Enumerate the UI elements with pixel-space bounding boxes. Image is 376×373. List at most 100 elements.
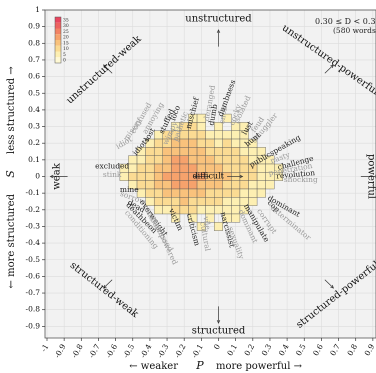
- x-tick-label: 0.6: [311, 342, 325, 357]
- heat-cell: [222, 113, 232, 123]
- heat-cell: [256, 180, 266, 190]
- word-label: vile: [201, 215, 212, 231]
- x-tick-label: -0.6: [104, 342, 119, 359]
- y-tick-label: -0.8: [26, 305, 41, 314]
- heat-cell: [205, 197, 215, 206]
- y-tick-label: 0.9: [28, 22, 40, 31]
- heat-cell: [145, 180, 155, 190]
- heat-cell: [222, 197, 232, 206]
- heat-cell: [196, 180, 206, 190]
- heat-cell: [171, 163, 181, 173]
- y-tick-label: 0: [35, 172, 40, 181]
- y-axis-label-left: ← more structured: [6, 193, 17, 288]
- colorbar-segment: [55, 57, 61, 63]
- heat-cell: [153, 188, 163, 198]
- guide-arrow-head: [330, 64, 334, 69]
- heat-cell: [231, 180, 241, 190]
- heat-cell: [188, 188, 198, 198]
- heat-cell: [239, 188, 249, 198]
- heat-cell: [205, 130, 215, 140]
- guide-arrow-shaft: [324, 279, 334, 289]
- heat-cell: [274, 172, 284, 181]
- heat-cell: [162, 180, 172, 190]
- heat-cell: [179, 155, 189, 165]
- y-tick-label: -0.9: [26, 321, 41, 330]
- heat-cell: [256, 188, 266, 198]
- heat-cell: [162, 147, 172, 156]
- guide-arrow-head: [239, 174, 244, 179]
- guide-arrow-head: [216, 29, 221, 34]
- x-tick-label: -0.4: [138, 342, 153, 359]
- heat-cell: [179, 197, 189, 206]
- y-axis-label-variable: S: [4, 170, 17, 178]
- heat-cell: [231, 188, 241, 198]
- y-axis-label-right: less structured →: [6, 66, 17, 154]
- x-tick-label: 0.5: [294, 342, 308, 357]
- heat-cell: [205, 205, 215, 215]
- heat-cell: [231, 163, 241, 173]
- x-tick-label: -1: [39, 343, 50, 354]
- heat-cell: [162, 197, 172, 206]
- heat-cell: [214, 138, 223, 148]
- y-tick-label: 1: [35, 5, 40, 14]
- heat-cell: [205, 147, 215, 156]
- x-axis-label-variable: P: [195, 359, 204, 372]
- heat-cell: [205, 138, 215, 148]
- guide-arrow-shaft: [103, 64, 113, 74]
- heat-cell: [153, 163, 163, 173]
- heat-cell: [136, 155, 146, 165]
- y-tick-label: 0.5: [28, 88, 40, 97]
- heat-cell: [179, 138, 189, 148]
- y-tick-label: 0.2: [28, 138, 40, 147]
- guide-arrow-head: [330, 284, 334, 289]
- heat-cell: [214, 222, 223, 231]
- subset-label: 0.30 ≤ D < 0.35: [315, 17, 376, 26]
- y-tick-label: -0.2: [26, 205, 41, 214]
- heat-cell: [239, 205, 249, 215]
- x-tick-label: -0.8: [70, 342, 85, 359]
- heat-cell: [196, 147, 206, 156]
- word-count-label: (580 words): [333, 26, 376, 35]
- y-tick-label: -0.6: [26, 271, 41, 280]
- heat-cell: [196, 222, 206, 231]
- heat-cell: [205, 155, 215, 165]
- heat-cell: [171, 188, 181, 198]
- heat-cell: [162, 155, 172, 165]
- colorbar-label: 10: [63, 46, 69, 52]
- heat-cell: [128, 155, 138, 165]
- heat-cell: [222, 138, 232, 148]
- heat-cell: [222, 163, 232, 173]
- colorbar-segment: [55, 28, 61, 35]
- heat-cell: [179, 163, 189, 173]
- compass-guides: [49, 29, 376, 324]
- x-tick-label: 0.7: [328, 342, 342, 357]
- heat-cell: [231, 197, 241, 206]
- heat-cell: [145, 172, 155, 181]
- y-tick-label: 0.6: [28, 72, 40, 81]
- heat-cell: [171, 180, 181, 190]
- guide-arrow-head: [103, 284, 107, 289]
- heat-cell: [196, 130, 206, 140]
- guide-arrow-head: [49, 174, 54, 179]
- heat-cell: [188, 213, 198, 223]
- heat-cell: [188, 197, 198, 206]
- heat-cell: [231, 138, 241, 148]
- y-tick-label: -0.3: [26, 221, 41, 230]
- guide-arrow-head: [216, 319, 221, 324]
- heat-cell: [145, 163, 155, 173]
- heat-cell: [265, 180, 275, 190]
- heat-cell: [136, 163, 146, 173]
- heat-cell: [188, 180, 198, 190]
- guide-arrow-shaft: [324, 64, 334, 74]
- x-tick-label: 0.4: [277, 342, 291, 357]
- colorbar-label: 30: [63, 23, 69, 29]
- word-label: dumb: [207, 103, 220, 126]
- x-axis-label-left: ← weaker: [129, 361, 178, 372]
- heat-cell: [248, 180, 258, 190]
- colorbar-segment: [55, 17, 61, 23]
- heat-cell: [196, 205, 206, 215]
- heat-cell: [196, 122, 206, 131]
- y-axis-ticks: 1 0.9 0.8 0.7 0.6 0.5 0.4 0.3 0.2 0.1 0 -0.1 -0.2 -0.…: [26, 5, 45, 330]
